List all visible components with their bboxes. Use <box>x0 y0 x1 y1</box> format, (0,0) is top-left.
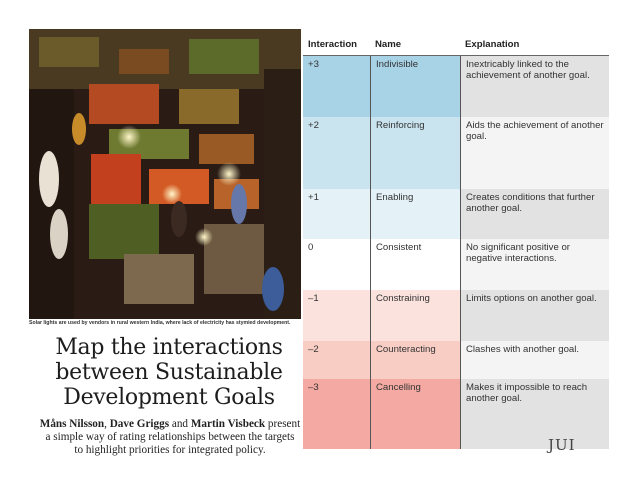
table-row: –3 Cancelling Makes it impossible to reach… <box>303 379 609 449</box>
table-row: +3 Indivisible Inextricably linked to the … <box>303 56 609 117</box>
column-header-interaction: Interaction <box>308 39 358 50</box>
byline-line-1: Måns Nilsson, Dave Griggs and Martin Vis… <box>20 418 320 431</box>
table-body: +3 Indivisible Inextricably linked to the … <box>303 56 609 449</box>
market-photo <box>29 29 301 319</box>
author-name: Måns Nilsson <box>39 418 105 430</box>
author-name: Dave Griggs <box>109 418 170 430</box>
byline-and: and <box>169 418 191 430</box>
column-header-name: Name <box>375 39 402 50</box>
interaction-name: Constraining <box>370 290 460 341</box>
headline-line: between Sustainable <box>55 360 283 385</box>
interaction-score: 0 <box>303 239 370 290</box>
interaction-explanation: Creates conditions that further another … <box>460 189 609 239</box>
interaction-name: Consistent <box>370 239 460 290</box>
interaction-score: –1 <box>303 290 370 341</box>
byline-line-2: a simple way of rating relationships bet… <box>45 431 295 443</box>
market-photo-illustration <box>29 29 301 319</box>
headline-line: Map the interactions <box>55 335 283 360</box>
author-name: Martin Visbeck <box>190 418 266 430</box>
interaction-name: Reinforcing <box>370 117 460 189</box>
interaction-score: –2 <box>303 341 370 379</box>
interaction-explanation: Limits options on another goal. <box>460 290 609 341</box>
byline-separator: , <box>104 418 110 430</box>
interaction-explanation: Makes it impossible to reach another goa… <box>460 379 609 449</box>
interaction-explanation: Clashes with another goal. <box>460 341 609 379</box>
interaction-score: –3 <box>303 379 370 449</box>
table-row: +1 Enabling Creates conditions that furthe… <box>303 189 609 239</box>
watermark: JUI <box>548 436 576 454</box>
photo-caption: Solar lights are used by vendors in rura… <box>29 320 291 326</box>
column-header-explanation: Explanation <box>465 39 520 50</box>
interaction-name: Enabling <box>370 189 460 239</box>
table-row: +2 Reinforcing Aids the achievement of ano… <box>303 117 609 189</box>
table-header: Interaction Name Explanation <box>303 33 609 56</box>
interaction-explanation: Aids the achievement of another goal. <box>460 117 609 189</box>
interaction-name: Cancelling <box>370 379 460 449</box>
interaction-explanation: No significant positive or negative inte… <box>460 239 609 290</box>
interaction-explanation: Inextricably linked to the achievement o… <box>460 56 609 117</box>
interaction-name: Counteracting <box>370 341 460 379</box>
interaction-table: Interaction Name Explanation +3 Indivisib… <box>303 33 609 449</box>
interaction-score: +2 <box>303 117 370 189</box>
article-headline: Map the interactions between Sustainable… <box>24 335 314 410</box>
table-row: –1 Constraining Limits options on another … <box>303 290 609 341</box>
byline-tail: present <box>265 418 301 430</box>
byline-line-3: to highlight priorities for integrated p… <box>74 444 266 456</box>
interaction-score: +3 <box>303 56 370 117</box>
interaction-score: +1 <box>303 189 370 239</box>
table-row: –2 Counteracting Clashes with another goal… <box>303 341 609 379</box>
headline-line: Development Goals <box>63 385 275 410</box>
interaction-name: Indivisible <box>370 56 460 117</box>
table-row: 0 Consistent No significant positive or ne… <box>303 239 609 290</box>
article-byline: Måns Nilsson, Dave Griggs and Martin Vis… <box>20 418 320 457</box>
